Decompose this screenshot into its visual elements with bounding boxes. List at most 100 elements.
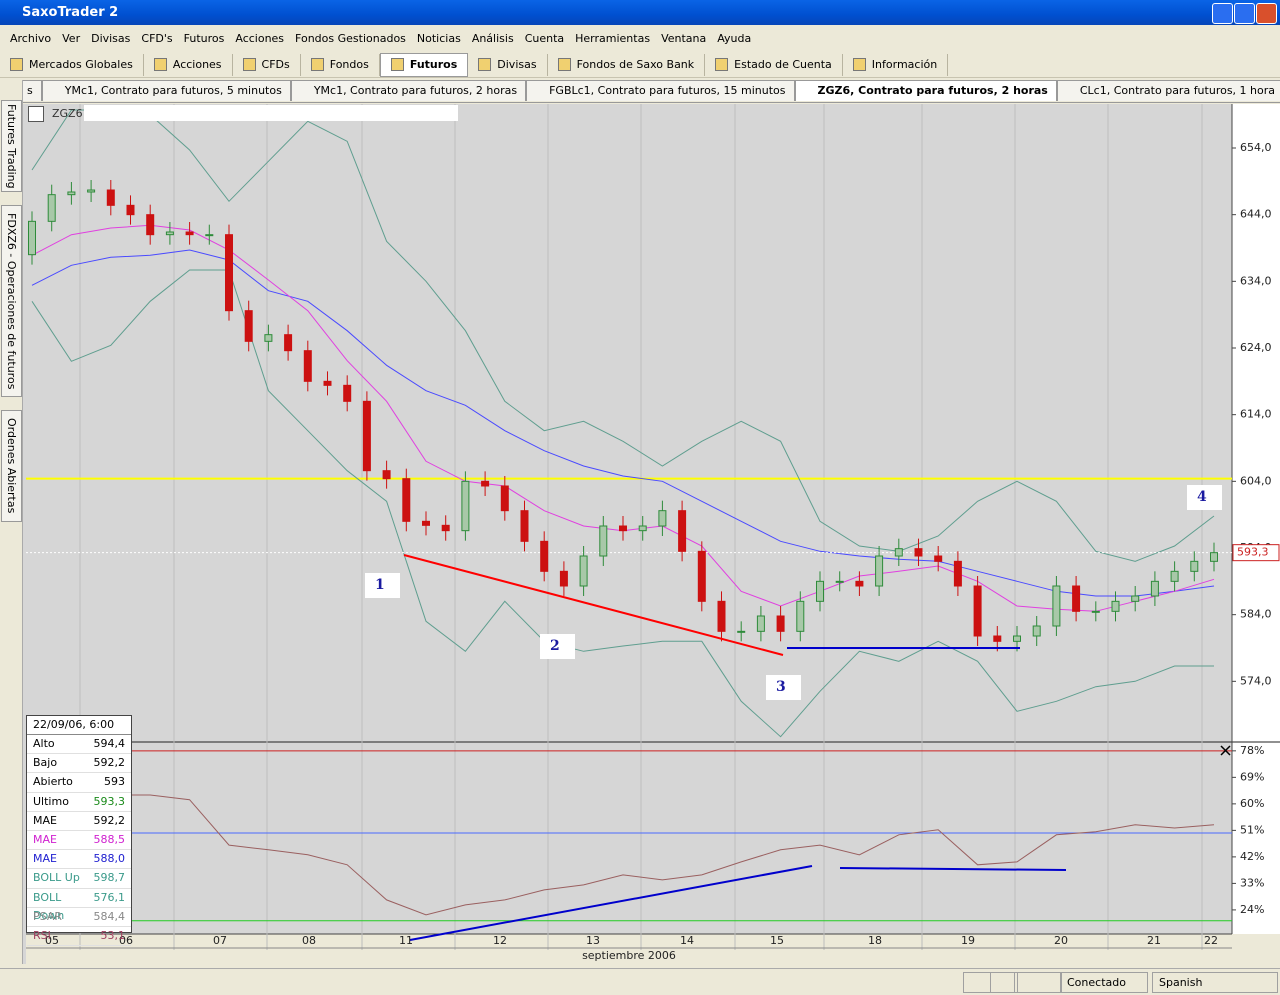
x-tick-label: 07 <box>213 934 227 947</box>
candle-body <box>106 189 115 206</box>
indicator-line <box>31 109 1215 562</box>
candle-body <box>1032 625 1041 637</box>
y-tick-label: 624,0 <box>1240 341 1272 354</box>
menu-item[interactable]: Divisas <box>91 31 131 45</box>
toolbar-button[interactable]: Acciones <box>144 53 233 76</box>
y-tick-label: 60% <box>1240 797 1264 810</box>
time-axis <box>26 934 1280 964</box>
x-axis-title: septiembre 2006 <box>582 949 676 962</box>
candle-body <box>717 600 726 632</box>
menu-item[interactable]: Futuros <box>183 31 225 45</box>
info-value: 576,1 <box>93 890 126 904</box>
annotation-box <box>365 573 400 598</box>
toolbar-button[interactable]: Divisas <box>468 53 548 76</box>
menu-item[interactable]: Acciones <box>235 31 285 45</box>
toolbar-label: Mercados Globales <box>29 58 133 71</box>
toolbar-label: Futuros <box>409 58 458 71</box>
x-tick-label: 12 <box>493 934 507 947</box>
price-axis <box>1232 104 1280 934</box>
candle-body <box>599 525 608 557</box>
menu-item[interactable]: Ventana <box>661 31 707 45</box>
info-value: 593 <box>104 775 125 789</box>
tab-strip: s YMc1, Contrato para futuros, 5 minutos Y… <box>22 80 1280 103</box>
menu-item[interactable]: Ver <box>62 31 81 45</box>
minimize-button[interactable] <box>1212 3 1233 24</box>
toolbar-button[interactable]: Estado de Cuenta <box>705 53 843 76</box>
menu-item[interactable]: CFD's <box>141 31 173 45</box>
annotation: 2 <box>550 638 560 654</box>
candles <box>28 180 1218 652</box>
menu-item[interactable]: Fondos Gestionados <box>295 31 406 45</box>
close-indicator[interactable] <box>1220 745 1231 756</box>
last-price-box <box>1232 544 1280 562</box>
chart-menu-button[interactable] <box>28 106 44 122</box>
y-tick-label: 69% <box>1240 770 1264 783</box>
window-title: SaxoTrader 2 <box>22 5 119 20</box>
candle-body <box>441 524 450 532</box>
chart-tab[interactable]: ZGZ6, Contrato para futuros, 2 horas <box>794 80 1057 101</box>
menu-item[interactable]: Archivo <box>10 31 52 45</box>
chart-tab[interactable]: YMc1, Contrato para futuros, 2 horas <box>290 80 527 101</box>
info-row: MAE 588,5 <box>27 831 131 851</box>
candle-body <box>953 560 962 587</box>
side-tab[interactable]: Ordenes Abiertas <box>1 410 22 522</box>
info-label: MAE <box>33 852 57 866</box>
x-tick-label: 08 <box>302 934 316 947</box>
toolbar: Mercados Globales Acciones CFDs Fondos Futur… <box>0 52 1280 78</box>
candle-body <box>402 478 411 522</box>
chart-tab[interactable]: s <box>22 80 42 101</box>
candle-body <box>737 630 746 633</box>
toolbar-label: Acciones <box>172 58 222 71</box>
chart-tab[interactable]: FGBLc1, Contrato para futuros, 15 minuto… <box>526 80 795 101</box>
candle-body <box>126 204 135 216</box>
y-tick-label: 634,0 <box>1240 274 1272 287</box>
chart-tab[interactable]: YMc1, Contrato para futuros, 5 minutos <box>41 80 291 101</box>
candle-body <box>67 191 76 196</box>
y-tick-label: 51% <box>1240 823 1264 836</box>
toolbar-label: Estado de Cuenta <box>734 58 832 71</box>
toolbar-button[interactable]: Mercados Globales <box>0 53 144 76</box>
annotation-box <box>766 675 801 700</box>
close-button[interactable] <box>1256 3 1277 24</box>
menu-item[interactable]: Cuenta <box>524 31 565 45</box>
toolbar-button[interactable]: Fondos <box>301 53 380 76</box>
chart-tab[interactable]: CLc1, Contrato para futuros, 1 hora <box>1056 80 1280 101</box>
candle-body <box>678 510 687 552</box>
y-tick-label: 24% <box>1240 903 1264 916</box>
side-tab[interactable]: Futures Trading <box>1 100 22 192</box>
menu-item[interactable]: Herramientas <box>575 31 651 45</box>
candle-body <box>323 380 332 386</box>
menu-item[interactable]: Ayuda <box>717 31 752 45</box>
candle-body <box>303 350 312 382</box>
status-icon <box>963 972 991 993</box>
toolbar-button[interactable]: Fondos de Saxo Bank <box>548 53 706 76</box>
connection-status: Conectado <box>1060 972 1148 993</box>
maximize-button[interactable] <box>1234 3 1255 24</box>
y-tick-label: 42% <box>1240 850 1264 863</box>
toolbar-label: CFDs <box>261 58 290 71</box>
candle-body <box>658 510 667 527</box>
candle-body <box>816 580 824 602</box>
symbol-input[interactable] <box>84 105 458 121</box>
info-value: 598,7 <box>93 871 126 885</box>
candle-body <box>500 485 509 512</box>
candle-body <box>875 555 884 587</box>
labels: 654,0644,0634,0624,0614,0604,0594,0584,0… <box>26 141 1280 962</box>
icon <box>390 58 404 71</box>
status-icon <box>990 972 1018 993</box>
candle-body <box>796 600 805 632</box>
toolbar-button[interactable]: Futuros <box>379 52 469 77</box>
toolbar-button[interactable]: CFDs <box>233 53 301 76</box>
candle-body <box>1111 600 1120 612</box>
toolbar-label: Fondos <box>329 58 369 71</box>
candle-body <box>638 525 647 532</box>
candle-body <box>481 480 490 487</box>
candle-body <box>914 548 923 557</box>
y-tick-label: 614,0 <box>1240 408 1272 421</box>
toolbar-button[interactable]: Información <box>843 53 949 76</box>
menu-item[interactable]: Noticias <box>416 31 461 45</box>
candle-body <box>619 525 627 532</box>
side-tab[interactable]: FDXZ6 - Operaciones de futuros <box>1 205 22 397</box>
menu-item[interactable]: Análisis <box>471 31 514 45</box>
info-row: MAE 592,2 <box>27 812 131 831</box>
